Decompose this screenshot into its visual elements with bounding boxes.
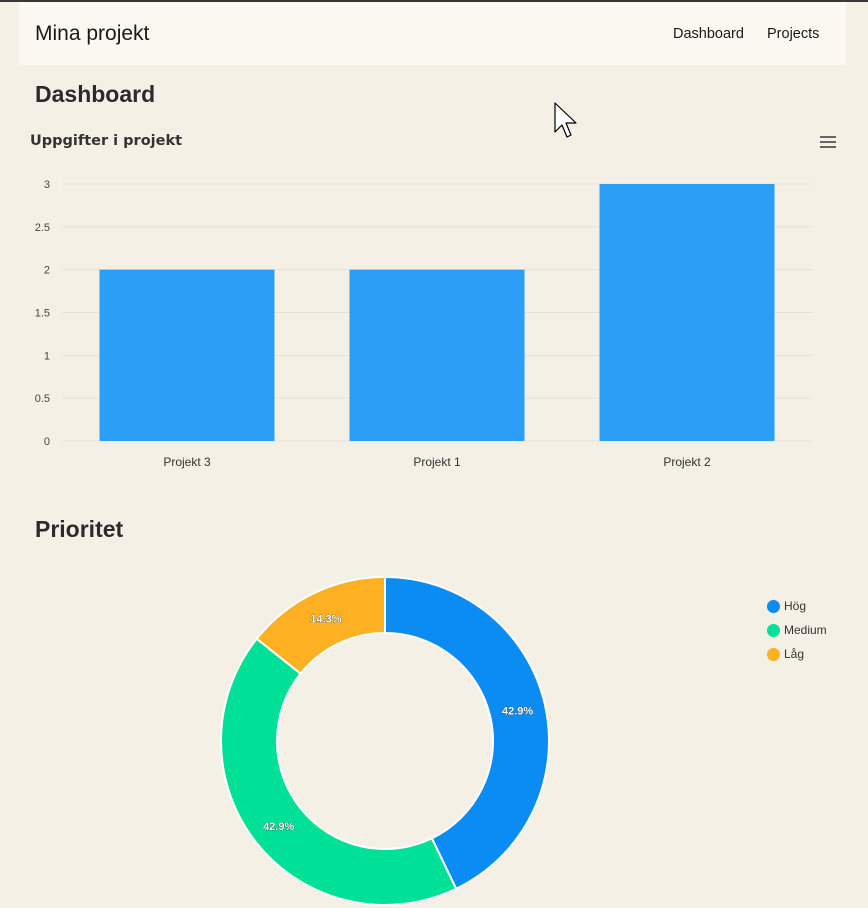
priority-heading: Prioritet <box>35 516 124 542</box>
priority-donut-chart: 42.9% 42.9% 14.3% <box>220 575 550 906</box>
bar-chart-title: Uppgifter i projekt <box>30 133 183 149</box>
donut-data-label: 14.3% <box>310 613 341 625</box>
x-tick-label: Projekt 2 <box>663 455 711 469</box>
bar-chart: 0 0.5 1 1.5 2 2.5 3 Projekt 3 Projekt 1 Projekt 2 <box>35 179 812 469</box>
donut-data-label: 42.9% <box>263 821 294 833</box>
legend-item-medium[interactable]: Medium <box>767 618 827 642</box>
page-title: Dashboard <box>35 81 156 107</box>
legend-item-hog[interactable]: Hög <box>767 594 827 618</box>
bar-projekt-3[interactable] <box>99 269 275 441</box>
legend-item-lag[interactable]: Låg <box>767 642 827 666</box>
nav-link-projects[interactable]: Projects <box>767 26 820 42</box>
legend-label-medium: Medium <box>784 623 827 637</box>
y-tick-label: 0.5 <box>35 393 50 405</box>
brand-title[interactable]: Mina projekt <box>35 22 150 45</box>
donut-legend: Hög Medium Låg <box>767 594 827 666</box>
donut-slice-lag[interactable] <box>255 575 386 676</box>
donut-slice-hog[interactable] <box>384 575 550 891</box>
nav-link-dashboard[interactable]: Dashboard <box>673 26 744 42</box>
donut-data-label: 42.9% <box>502 706 533 718</box>
y-tick-label: 1 <box>44 350 50 362</box>
chart-menu-icon[interactable] <box>820 136 838 148</box>
navbar: Mina projekt Dashboard Projects <box>19 2 846 65</box>
y-tick-label: 2.5 <box>35 222 50 234</box>
bar-projekt-1[interactable] <box>349 269 525 441</box>
window-top-border <box>0 0 868 2</box>
legend-label-lag: Låg <box>784 647 805 661</box>
y-tick-label: 0 <box>44 436 50 448</box>
legend-label-hog: Hög <box>784 599 807 613</box>
y-tick-label: 2 <box>44 265 50 277</box>
x-tick-label: Projekt 3 <box>163 455 211 469</box>
legend-dot-medium <box>767 623 780 637</box>
bar-projekt-2[interactable] <box>599 184 775 441</box>
y-tick-label: 3 <box>44 179 50 191</box>
legend-dot-hog <box>767 599 780 613</box>
mouse-cursor-icon <box>554 102 577 138</box>
y-tick-label: 1.5 <box>35 308 50 320</box>
donut-slice-medium[interactable] <box>220 637 458 906</box>
x-tick-label: Projekt 1 <box>413 455 461 469</box>
legend-dot-lag <box>767 647 780 661</box>
